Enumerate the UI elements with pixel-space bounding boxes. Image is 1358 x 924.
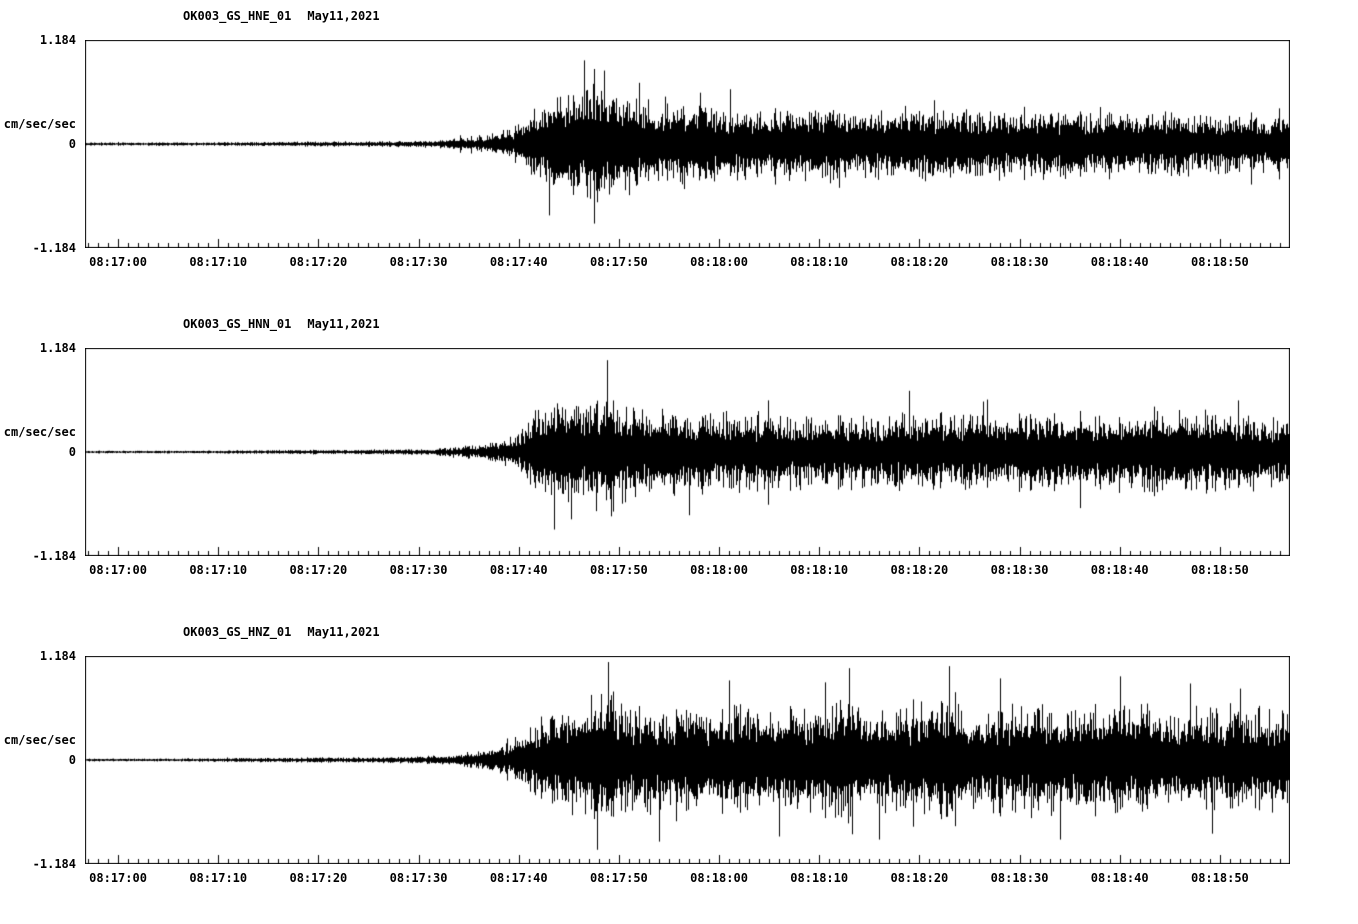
- x-tick-label: 08:18:50: [1190, 255, 1249, 269]
- y-axis-max-label: 1.184: [39, 341, 76, 355]
- x-tick-label: 08:17:00: [89, 871, 147, 885]
- seismogram-panel-hnz: OK003_GS_HNZ_01 May11,2021 1.184 cm/sec/s…: [0, 616, 1358, 924]
- y-axis-units-label: cm/sec/sec: [3, 425, 76, 439]
- x-tick-label: 08:18:30: [990, 871, 1049, 885]
- panel-title: OK003_GS_HNZ_01 May11,2021: [183, 625, 380, 639]
- x-tick-label: 08:17:20: [289, 255, 348, 269]
- x-tick-label: 08:17:00: [89, 255, 147, 269]
- y-axis-zero-label: 0: [68, 445, 76, 459]
- date-label: May11,2021: [307, 317, 380, 331]
- x-tick-label: 08:17:40: [489, 563, 548, 577]
- y-axis-units-label: cm/sec/sec: [3, 117, 76, 131]
- x-tick-label: 08:17:50: [589, 255, 648, 269]
- x-tick-label: 08:18:30: [990, 563, 1049, 577]
- station-channel-label: OK003_GS_HNN_01: [183, 317, 292, 331]
- station-channel-label: OK003_GS_HNE_01: [183, 9, 292, 23]
- x-axis-labels: 08:17:00 08:17:10 08:17:20 08:17:30 08:17:40…: [85, 563, 1290, 579]
- y-axis-max-label: 1.184: [39, 33, 76, 47]
- y-axis-min-label: -1.184: [32, 549, 76, 563]
- x-tick-label: 08:18:30: [990, 255, 1049, 269]
- x-tick-label: 08:18:50: [1190, 871, 1249, 885]
- seismogram-panel-hne: OK003_GS_HNE_01 May11,2021 1.184 cm/sec/s…: [0, 0, 1358, 308]
- y-axis-zero-label: 0: [68, 137, 76, 151]
- x-tick-label: 08:18:50: [1190, 563, 1249, 577]
- x-tick-label: 08:17:10: [189, 871, 248, 885]
- x-tick-label: 08:17:00: [89, 563, 147, 577]
- x-tick-label: 08:18:40: [1090, 255, 1149, 269]
- x-tick-label: 08:17:10: [189, 563, 248, 577]
- x-tick-label: 08:17:30: [389, 871, 448, 885]
- x-tick-label: 08:18:40: [1090, 871, 1149, 885]
- x-tick-label: 08:18:10: [790, 255, 849, 269]
- waveform-plot-hnz: [85, 656, 1290, 864]
- x-tick-label: 08:18:10: [790, 563, 849, 577]
- x-axis-labels: 08:17:00 08:17:10 08:17:20 08:17:30 08:17:40…: [85, 871, 1290, 887]
- panel-title: OK003_GS_HNN_01 May11,2021: [183, 317, 380, 331]
- x-tick-label: 08:17:30: [389, 563, 448, 577]
- date-label: May11,2021: [307, 9, 380, 23]
- x-tick-label: 08:17:50: [589, 563, 648, 577]
- station-channel-label: OK003_GS_HNZ_01: [183, 625, 292, 639]
- x-tick-label: 08:17:30: [389, 255, 448, 269]
- x-tick-label: 08:18:20: [890, 255, 949, 269]
- x-axis-labels: 08:17:00 08:17:10 08:17:20 08:17:30 08:17:40…: [85, 255, 1290, 271]
- date-label: May11,2021: [307, 625, 380, 639]
- y-axis-units-label: cm/sec/sec: [3, 733, 76, 747]
- y-axis-max-label: 1.184: [39, 649, 76, 663]
- waveform-plot-hnn: [85, 348, 1290, 556]
- x-tick-label: 08:18:20: [890, 563, 949, 577]
- x-tick-label: 08:17:40: [489, 871, 548, 885]
- y-axis-zero-label: 0: [68, 753, 76, 767]
- x-tick-label: 08:18:40: [1090, 563, 1149, 577]
- y-axis-min-label: -1.184: [32, 857, 76, 871]
- waveform-plot-hne: [85, 40, 1290, 248]
- x-tick-label: 08:17:20: [289, 871, 348, 885]
- x-tick-label: 08:18:20: [890, 871, 949, 885]
- x-tick-label: 08:17:50: [589, 871, 648, 885]
- x-tick-label: 08:18:00: [690, 871, 748, 885]
- x-tick-label: 08:17:20: [289, 563, 348, 577]
- panel-title: OK003_GS_HNE_01 May11,2021: [183, 9, 380, 23]
- x-tick-label: 08:18:00: [690, 255, 748, 269]
- x-tick-label: 08:18:10: [790, 871, 849, 885]
- x-tick-label: 08:17:40: [489, 255, 548, 269]
- x-tick-label: 08:18:00: [690, 563, 748, 577]
- seismogram-panel-hnn: OK003_GS_HNN_01 May11,2021 1.184 cm/sec/s…: [0, 308, 1358, 616]
- x-tick-label: 08:17:10: [189, 255, 248, 269]
- y-axis-min-label: -1.184: [32, 241, 76, 255]
